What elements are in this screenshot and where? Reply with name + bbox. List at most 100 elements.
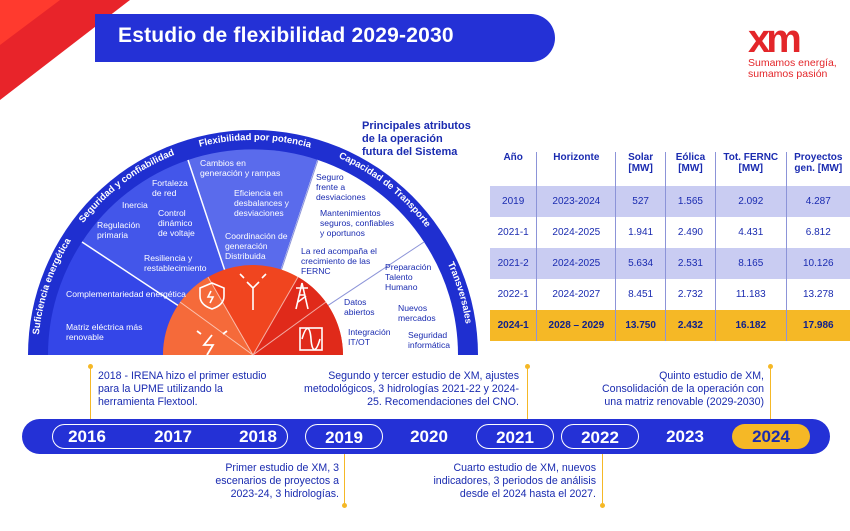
year-2024: 2024	[732, 424, 810, 449]
connector-dot	[88, 364, 93, 369]
road-arrows-icon	[239, 273, 267, 310]
year-2018: 2018	[239, 427, 277, 446]
lightning-bolt-icon	[196, 330, 228, 356]
table-row-highlight: 2024-1 2028 – 2029 13.750 2.432 16.182 1…	[490, 310, 850, 341]
item-integracion: Integración IT/OT	[348, 327, 391, 347]
table-row: 2021-2 2024-2025 5.634 2.531 8.165 10.12…	[490, 248, 850, 279]
table-cell: 2.092	[714, 186, 787, 217]
col-header-solar: Solar [MW]	[615, 152, 666, 186]
table-cell: 17.986	[785, 310, 850, 341]
logo-mark: xm	[748, 17, 802, 61]
table-cell: 2021-1	[490, 217, 537, 248]
connector-2018	[90, 365, 91, 419]
table-cell: 1.565	[664, 186, 716, 217]
note-2024: Quinto estudio de XM, Consolidación de l…	[602, 370, 764, 408]
table-cell: 2.490	[664, 217, 716, 248]
item-resiliencia: Resiliencia y restablecimiento	[144, 253, 207, 273]
table-cell: 527	[615, 186, 666, 217]
item-cambios: Cambios en generación y rampas	[200, 158, 281, 178]
item-seguro: Seguro frente a desviaciones	[316, 172, 366, 202]
item-matriz: Matriz eléctrica más renovable	[66, 322, 143, 342]
table-cell: 1.941	[615, 217, 666, 248]
year-2019: 2019	[305, 424, 383, 449]
item-fortaleza: Fortaleza de red	[152, 178, 188, 198]
table-cell: 16.182	[714, 310, 787, 341]
col-header-eolica: Eólica [MW]	[664, 152, 716, 186]
item-eficiencia: Eficiencia en desbalances y desviaciones	[234, 188, 289, 218]
item-seguridad-info: Seguridad informática	[408, 330, 451, 350]
table-cell: 13.278	[785, 279, 850, 310]
year-2016: 2016	[68, 427, 106, 446]
year-2020: 2020	[410, 427, 448, 446]
connector-dot	[768, 364, 773, 369]
item-coordinacion: Coordinación de generación Distribuida	[225, 231, 288, 261]
logo-tagline: Sumamos energía, sumamos pasión	[748, 58, 838, 80]
year-2017: 2017	[154, 427, 192, 446]
connector-dot	[600, 503, 605, 508]
table-cell: 2028 – 2029	[536, 310, 616, 341]
table-cell: 2024-2025	[536, 248, 616, 279]
item-inercia: Inercia	[122, 200, 148, 210]
item-mantenimientos: Mantenimientos seguros, confiables y opo…	[320, 208, 395, 238]
table-cell: 4.431	[714, 217, 787, 248]
col-header-proyectos: Proyectos gen. [MW]	[785, 152, 850, 186]
page-title: Estudio de flexibilidad 2029-2030	[118, 24, 454, 47]
item-complementariedad: Complementariedad energética	[66, 289, 186, 299]
col-header-tot-fernc: Tot. FERNC [MW]	[714, 152, 787, 186]
fan-note-line-3: futura del Sistema	[362, 146, 458, 158]
note-2018: 2018 - IRENA hizo el primer estudio para…	[98, 370, 267, 408]
year-2023: 2023	[666, 427, 704, 446]
col-header-ano: Año	[503, 152, 523, 163]
table-cell: 2019	[490, 186, 537, 217]
transmission-tower-icon	[295, 282, 309, 310]
connector-dot	[342, 503, 347, 508]
connector-2019	[344, 454, 345, 506]
table-row: 2021-1 2024-2025 1.941 2.490 4.431 6.812	[490, 217, 850, 248]
shield-lightning-icon	[199, 282, 225, 310]
fan-note: Principales atributos de la operación fu…	[362, 120, 471, 159]
note-2021: Segundo y tercer estudio de XM, ajustes …	[304, 370, 519, 408]
table-cell: 2021-2	[490, 248, 537, 279]
table-cell: 5.634	[615, 248, 666, 279]
table-cell: 2024-1	[490, 310, 537, 341]
table-cell: 11.183	[714, 279, 787, 310]
item-datos: Datos abiertos	[344, 297, 375, 317]
year-2022: 2022	[561, 424, 639, 449]
fan-note-line-1: Principales atributos	[362, 120, 471, 132]
table-cell: 2.432	[664, 310, 716, 341]
table-cell: 2024-2025	[536, 217, 616, 248]
connector-2024	[770, 365, 771, 419]
tagline-line-1: Sumamos energía,	[748, 57, 837, 69]
table-row: 2022-1 2024-2027 8.451 2.732 11.183 13.2…	[490, 279, 850, 310]
attributes-fan-diagram: Suficiencia energética Seguridad y confi…	[28, 130, 478, 356]
item-regulacion: Regulación primaria	[97, 220, 140, 240]
table-cell: 2024-2027	[536, 279, 616, 310]
table-cell: 10.126	[785, 248, 850, 279]
table-cell: 2023-2024	[536, 186, 616, 217]
connector-2022	[602, 454, 603, 506]
xm-logo: xm Sumamos energía, sumamos pasión	[748, 17, 838, 80]
item-preparacion: Preparación Talento Humano	[385, 262, 432, 292]
table-cell: 13.750	[615, 310, 666, 341]
connector-2021	[527, 365, 528, 419]
table-cell: 6.812	[785, 217, 850, 248]
item-control: Control dinámico de voltaje	[158, 208, 195, 238]
table-cell: 4.287	[785, 186, 850, 217]
sector-flexibilidad	[188, 149, 318, 355]
capacity-table: Año Horizonte Solar [MW] Eólica [MW] Tot…	[490, 152, 850, 341]
col-header-horizonte: Horizonte	[536, 152, 616, 186]
tagline-line-2: sumamos pasión	[748, 68, 828, 80]
note-2019: Primer estudio de XM, 3 escenarios de pr…	[215, 462, 339, 500]
year-2021: 2021	[476, 424, 554, 449]
item-red-acompana: La red acompaña el crecimiento de las FE…	[301, 246, 377, 276]
note-2022: Cuarto estudio de XM, nuevos indicadores…	[433, 462, 596, 500]
table-cell: 8.165	[714, 248, 787, 279]
table-cell: 2.732	[664, 279, 716, 310]
connector-dot	[525, 364, 530, 369]
range-2016-2018	[52, 424, 288, 449]
sine-wave-icon	[299, 327, 323, 351]
table-header-row: Año Horizonte Solar [MW] Eólica [MW] Tot…	[490, 152, 850, 186]
item-nuevos: Nuevos mercados	[398, 303, 436, 323]
table-cell: 2022-1	[490, 279, 537, 310]
table-cell: 2.531	[664, 248, 716, 279]
